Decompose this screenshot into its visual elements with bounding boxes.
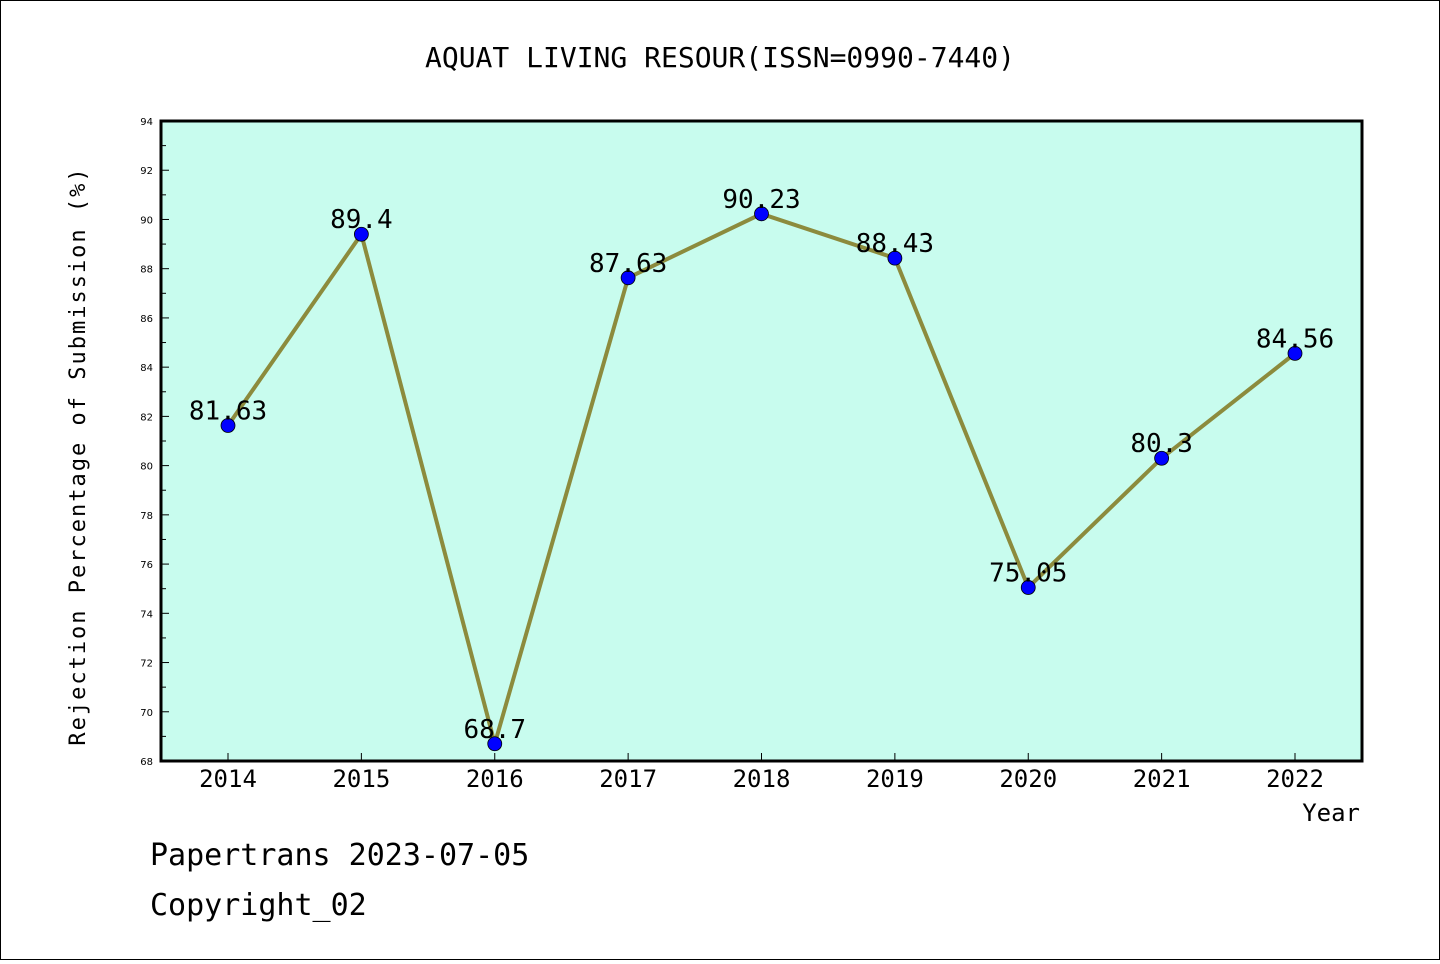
data-label: 84.56 [1256, 324, 1334, 354]
y-tick-label: 68 [140, 757, 153, 768]
footer-copyright: Copyright_02 [150, 888, 367, 923]
x-tick-label: 2019 [866, 765, 924, 793]
x-axis-ticks: 2014 2015 2016 2017 2018 2019 2020 2021 2022 [199, 753, 1324, 793]
data-point [487, 736, 503, 752]
y-tick-label: 82 [140, 412, 153, 423]
x-tick-label: 2015 [332, 765, 390, 793]
y-axis-ticks: 68 70 72 74 76 78 80 82 84 86 88 90 92 94 [140, 117, 169, 768]
series-markers [220, 206, 1303, 752]
chart-title: AQUAT LIVING RESOUR(ISSN=0990-7440) [425, 41, 1015, 74]
x-tick-label: 2017 [599, 765, 657, 793]
data-label: 80.3 [1130, 429, 1193, 459]
data-point [1154, 450, 1170, 466]
data-point [1287, 345, 1303, 361]
data-label: 87.63 [589, 249, 667, 279]
footer-date: Papertrans 2023-07-05 [150, 838, 529, 873]
data-point [1020, 580, 1036, 595]
data-point [353, 226, 369, 242]
x-tick-label: 2022 [1266, 765, 1324, 793]
y-tick-label: 70 [140, 708, 153, 719]
y-tick-label: 74 [140, 609, 153, 620]
data-label: 89.4 [330, 205, 393, 235]
x-tick-label: 2018 [733, 765, 791, 793]
data-label: 68.7 [463, 715, 526, 745]
y-tick-label: 86 [140, 314, 153, 325]
x-tick-label: 2014 [199, 765, 257, 793]
y-tick-label: 76 [140, 560, 153, 571]
x-tick-label: 2021 [1133, 765, 1191, 793]
data-label: 90.23 [722, 185, 800, 215]
y-tick-label: 88 [140, 265, 153, 276]
y-tick-label: 84 [140, 363, 153, 374]
x-axis-label: Year [1302, 799, 1360, 827]
data-point [620, 270, 636, 286]
y-tick-label: 80 [140, 462, 153, 473]
y-tick-label: 94 [140, 117, 153, 128]
data-point [887, 250, 903, 266]
x-tick-label: 2016 [466, 765, 524, 793]
y-tick-label: 90 [140, 215, 153, 226]
data-label: 81.63 [189, 396, 267, 426]
y-tick-label: 72 [140, 659, 153, 670]
y-axis-label: Rejection Percentage of Submission (%) [66, 166, 91, 745]
x-tick-label: 2020 [999, 765, 1057, 793]
y-tick-label: 92 [140, 166, 153, 177]
data-point [754, 206, 769, 222]
data-label: 88.43 [856, 229, 934, 259]
data-point [220, 418, 236, 433]
y-tick-label: 78 [140, 511, 153, 522]
data-labels: 81.63 89.4 68.7 87.63 90.23 88.43 75.05 80.3 84.… [189, 185, 1334, 745]
data-label: 75.05 [989, 558, 1067, 588]
